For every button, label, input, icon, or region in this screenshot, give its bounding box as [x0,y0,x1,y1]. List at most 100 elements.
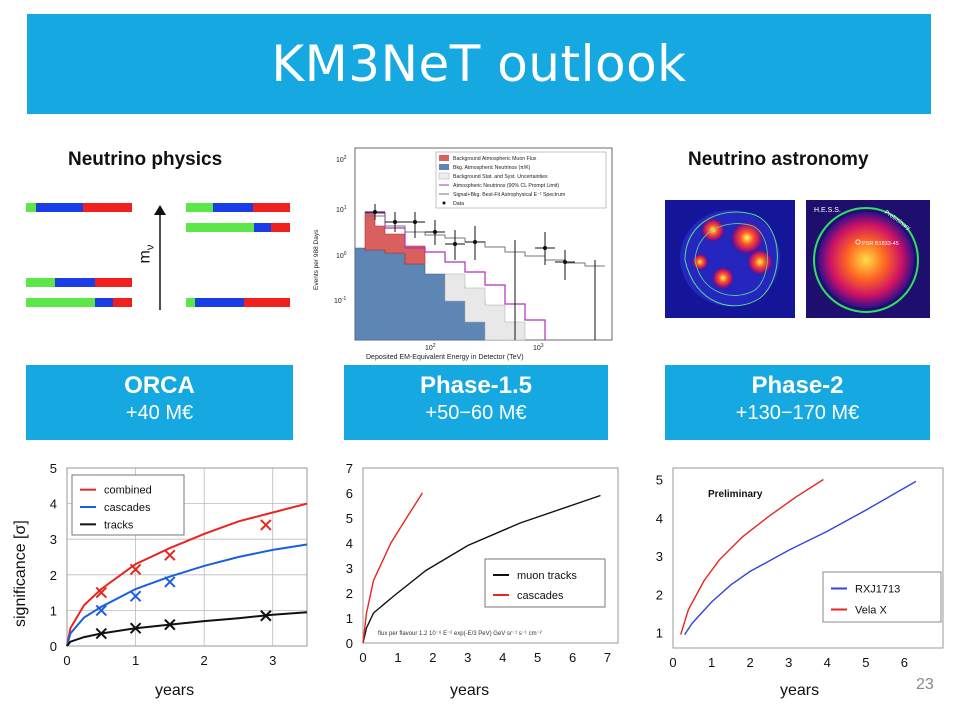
x-tick-label: 0 [63,653,70,668]
x-tick-label: 2 [201,653,208,668]
orca-box: ORCA +40 M€ [26,365,293,440]
data-point-marker [164,576,176,588]
legend-data: Data [453,201,464,207]
y-tick-label: 5 [346,511,353,526]
marker-stroke [129,563,142,576]
data-point-marker [260,519,272,531]
y-tick-label: 4 [346,536,353,551]
x-tick-label: 7 [604,650,611,665]
x-tick-label: 5 [862,655,869,670]
legend-atm-neutrinos: Bkg. Atmospheric Neutrinos (π/K) [453,165,531,171]
svg-text:101: 101 [336,205,347,214]
series-line-muon-tracks [362,494,601,644]
chart1-ylabel: significance [σ] [12,520,29,627]
legend-label: muon tracks [517,570,577,582]
title-banner: KM3NeT outlook [27,14,931,114]
mass-arrow-icon [154,205,166,310]
x-tick-label: 3 [785,655,792,670]
legend-muon-flux: Background Atmospheric Muon Flux [453,156,537,162]
x-tick-label: 4 [824,655,831,670]
y-tick-label: 3 [656,549,663,564]
plot-frame [672,467,944,649]
y-tick-label: 3 [50,532,57,547]
chart2-xlabel: years [450,682,489,699]
marker-stroke [164,576,176,588]
page-number: 23 [916,676,934,693]
marker-stroke [164,549,176,561]
mass-label: mν [136,244,157,264]
y-tick-label: 0 [346,636,353,651]
slide-title: KM3NeT outlook [271,35,687,93]
x-tick-label: 1 [708,655,715,670]
series-line-Vela-X [680,478,824,635]
svg-text:103: 103 [533,343,544,352]
phase15-cost: +50−60 M€ [425,402,527,424]
x-tick-label: 1 [394,650,401,665]
chart3-title: Preliminary [708,489,763,500]
svg-text:10-1: 10-1 [334,296,346,305]
data-point-marker [95,627,107,640]
series-line-tracks [66,611,308,647]
legend-label: RXJ1713 [855,584,900,596]
neutrino-astronomy-heading: Neutrino astronomy [688,149,869,170]
data-point-marker [129,590,142,602]
marker-stroke [95,604,107,617]
mass-bar [186,298,290,307]
x-tick-label: 2 [429,650,436,665]
data-point-marker [129,622,142,634]
icecube-histogram: Background Atmospheric Muon Flux Bkg. At… [308,140,620,362]
y-tick-label: 5 [656,472,663,487]
y-tick-label: 6 [346,486,353,501]
y-tick-label: 4 [50,497,57,512]
legend-label: cascades [517,590,564,602]
y-tick-label: 4 [656,511,663,526]
y-tick-label: 2 [346,586,353,601]
chart-plot-area: 0 1 2 3 4 5 6 7 0 1 2 3 4 5 6 7 muon tracks cascades [346,461,619,665]
chart1-xlabel: years [155,682,194,699]
mass-bar [26,278,132,287]
legend-label: tracks [104,519,134,531]
phase15-box: Phase-1.5 +50−60 M€ [344,365,608,440]
skymap-vela: H.E.S.S. Preliminary PSR B1833-45 [806,200,930,318]
svg-text:102: 102 [336,155,347,164]
icecube-xlabel: Deposited EM-Equivalent Energy in Detect… [366,354,524,361]
x-tick-label: 0 [669,655,676,670]
marker-stroke [95,627,107,640]
hess-label: H.E.S.S. [814,207,841,214]
marker-stroke [260,610,272,622]
data-point-marker [95,604,107,617]
x-tick-label: 5 [534,650,541,665]
legend-uncertainties: Background Stat. and Syst. Uncertainties [453,174,548,180]
series-line-RXJ1713 [684,480,917,635]
data-point-marker [164,549,176,561]
legend-box [822,571,942,623]
y-tick-label: 0 [50,639,57,654]
svg-text:100: 100 [336,251,347,260]
psr-label: PSR B1833-45 [862,241,899,247]
y-tick-label: 1 [656,626,663,641]
data-point-marker [95,586,107,599]
plot-frame [66,467,308,647]
y-tick-label: 5 [50,461,57,476]
x-tick-label: 3 [464,650,471,665]
legend-prompt-limit: Atmospheric Neutrinos (90% CL Prompt Lim… [453,183,559,189]
legend-best-fit: Signal+Bkg. Best-Fit Astrophysical E⁻² S… [453,192,565,198]
mass-bar [26,203,132,212]
x-tick-label: 3 [269,653,276,668]
phase2-title: Phase-2 [751,372,844,399]
skymap-rxj1713 [665,200,795,318]
plot-frame [362,467,619,644]
phase2-box: Phase-2 +130−170 M€ [665,365,930,440]
chart-plot-area: 0 1 2 3 0 1 2 3 4 5 combined cascades tracks [50,461,308,668]
legend-label: combined [104,485,152,497]
series-line-combined [66,502,308,647]
x-tick-label: 6 [569,650,576,665]
icecube-legend: Background Atmospheric Muon Flux Bkg. At… [435,151,607,209]
y-tick-label: 7 [346,461,353,476]
neutrino-physics-heading: Neutrino physics [68,149,223,170]
icecube-ylabel: Events per 988 Days [313,229,320,290]
chart2-annotation: flux per flavour 1.2 10⁻⁸ E⁻² exp(-E/3 P… [378,630,542,637]
x-tick-label: 2 [747,655,754,670]
